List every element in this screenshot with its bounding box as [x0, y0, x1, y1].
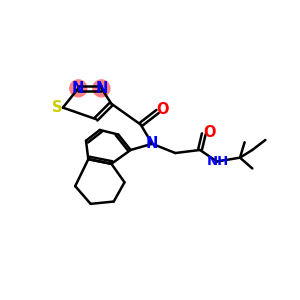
- Text: NH: NH: [206, 155, 229, 168]
- Text: N: N: [146, 136, 158, 151]
- Text: N: N: [72, 81, 85, 96]
- Text: O: O: [157, 102, 169, 117]
- Circle shape: [93, 80, 110, 97]
- Text: O: O: [203, 125, 215, 140]
- Text: N: N: [95, 81, 108, 96]
- Circle shape: [70, 80, 87, 97]
- Text: S: S: [52, 100, 63, 115]
